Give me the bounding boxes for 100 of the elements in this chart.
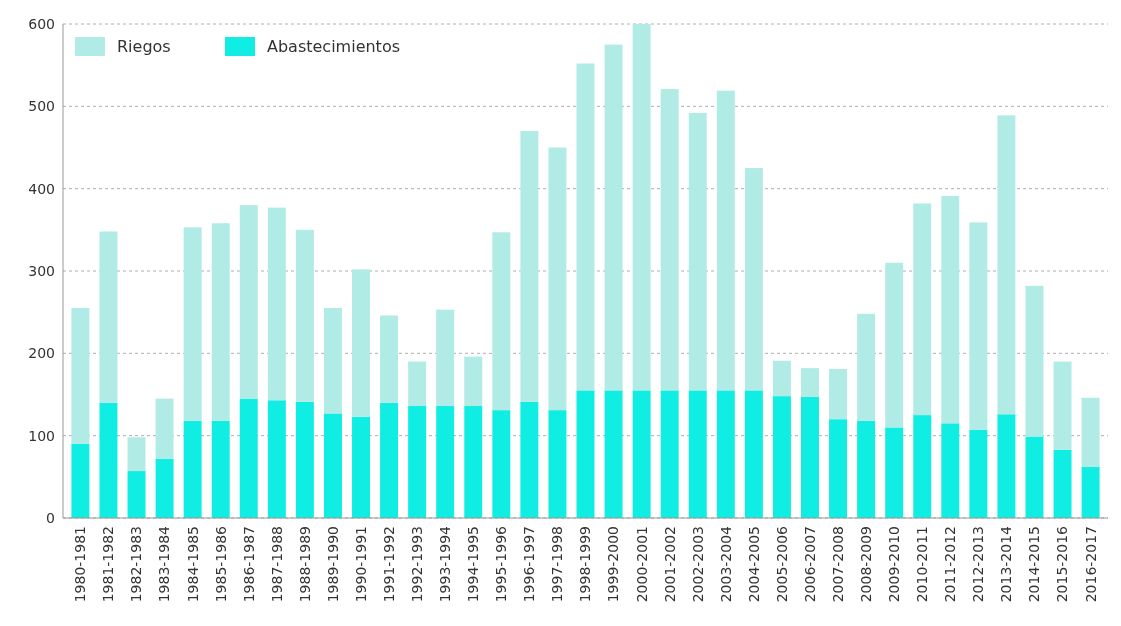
x-tick-label: 2006-2007 (801, 526, 818, 603)
y-tick-label: 100 (28, 427, 55, 444)
x-tick-label: 2004-2005 (745, 526, 762, 603)
x-tick-label: 2010-2011 (914, 526, 931, 603)
x-tick-label: 2002-2003 (689, 526, 706, 603)
bar (885, 427, 904, 518)
x-tick-label: 1987-1988 (268, 526, 285, 603)
bar (267, 207, 286, 401)
bar (239, 205, 258, 399)
bar (829, 419, 848, 518)
bar (71, 308, 90, 444)
bar (969, 429, 988, 518)
x-tick-label: 1994-1995 (465, 526, 482, 603)
x-tick-label: 2013-2014 (998, 525, 1015, 603)
bar (913, 203, 932, 416)
bar (1025, 436, 1044, 518)
bar (295, 401, 314, 518)
bar (464, 356, 483, 407)
bar (295, 229, 314, 402)
x-tick-label: 1988-1989 (296, 526, 313, 603)
bar (1081, 397, 1100, 467)
bar (127, 471, 146, 518)
bar (969, 222, 988, 430)
bar (548, 147, 567, 411)
bar (127, 437, 146, 472)
x-tick-label: 1999-2000 (605, 526, 622, 603)
bar (997, 414, 1016, 518)
bar (857, 313, 876, 421)
x-tick-label: 1980-1981 (72, 526, 89, 603)
x-tick-label: 1983-1984 (156, 525, 173, 603)
bar (716, 90, 735, 391)
bar (801, 368, 819, 397)
legend-label: Riegos (117, 36, 171, 56)
x-tick-label: 2001-2002 (661, 526, 678, 603)
x-tick-label: 1996-1997 (521, 526, 538, 603)
bar (380, 402, 399, 518)
x-tick-label: 2012-2013 (970, 526, 987, 603)
bar (380, 315, 399, 403)
bar (352, 416, 370, 518)
x-tick-label: 2005-2006 (773, 525, 790, 603)
bar (436, 406, 455, 518)
x-tick-label: 1993-1994 (437, 525, 454, 603)
bar (211, 223, 230, 421)
bar (772, 396, 791, 518)
bar (857, 420, 876, 518)
x-tick-label: 1989-1990 (324, 526, 341, 603)
bar (352, 269, 370, 417)
x-tick-label: 1992-1993 (409, 526, 426, 603)
bar (155, 458, 174, 518)
x-tick-label: 1998-1999 (577, 526, 594, 603)
bar (604, 390, 623, 518)
bar (408, 406, 427, 518)
bar (604, 44, 623, 391)
bar (492, 232, 511, 411)
x-tick-label: 1986-1987 (240, 526, 257, 603)
bar (576, 390, 595, 518)
bar (1081, 466, 1100, 518)
x-tick-label: 1984-1985 (184, 526, 201, 603)
x-tick-label: 1997-1998 (549, 526, 566, 603)
bar (211, 420, 230, 518)
bar (183, 420, 202, 518)
bar (716, 390, 735, 518)
x-tick-label: 1982-1983 (128, 526, 145, 603)
bar (408, 361, 427, 407)
x-tick-label: 1985-1986 (212, 525, 229, 603)
bar (801, 396, 819, 518)
bar (913, 415, 932, 518)
x-tick-label: 1995-1996 (493, 525, 510, 603)
y-tick-label: 0 (46, 509, 55, 526)
x-tick-label: 2008-2009 (858, 526, 875, 603)
bar (267, 400, 286, 518)
bar (1053, 361, 1072, 450)
x-tick-label: 2007-2008 (829, 526, 846, 603)
x-tick-label: 2011-2012 (942, 526, 959, 603)
bar (941, 196, 960, 424)
bar (997, 115, 1016, 415)
x-tick-label: 2003-2004 (717, 525, 734, 603)
bar (1053, 449, 1072, 518)
bar (744, 168, 763, 391)
bar (1025, 285, 1044, 437)
bar (99, 231, 118, 403)
x-tick-label: 1991-1992 (380, 526, 397, 603)
x-tick-label: 2000-2001 (633, 526, 650, 603)
bar (323, 308, 342, 414)
bar (323, 413, 342, 518)
bar (155, 398, 174, 459)
bar (548, 410, 567, 518)
y-tick-label: 600 (28, 15, 55, 32)
x-tick-label: 2014-2015 (1026, 526, 1043, 603)
bar (520, 131, 539, 402)
bar (99, 402, 118, 518)
legend-label: Abastecimientos (267, 36, 401, 56)
bar (520, 401, 539, 518)
bar (436, 309, 455, 407)
x-tick-label: 1981-1982 (100, 526, 117, 603)
y-tick-label: 200 (28, 345, 55, 362)
bar (941, 423, 960, 518)
bar (239, 398, 258, 518)
x-tick-label: 1990-1991 (352, 526, 369, 603)
x-tick-label: 2009-2010 (886, 526, 903, 603)
